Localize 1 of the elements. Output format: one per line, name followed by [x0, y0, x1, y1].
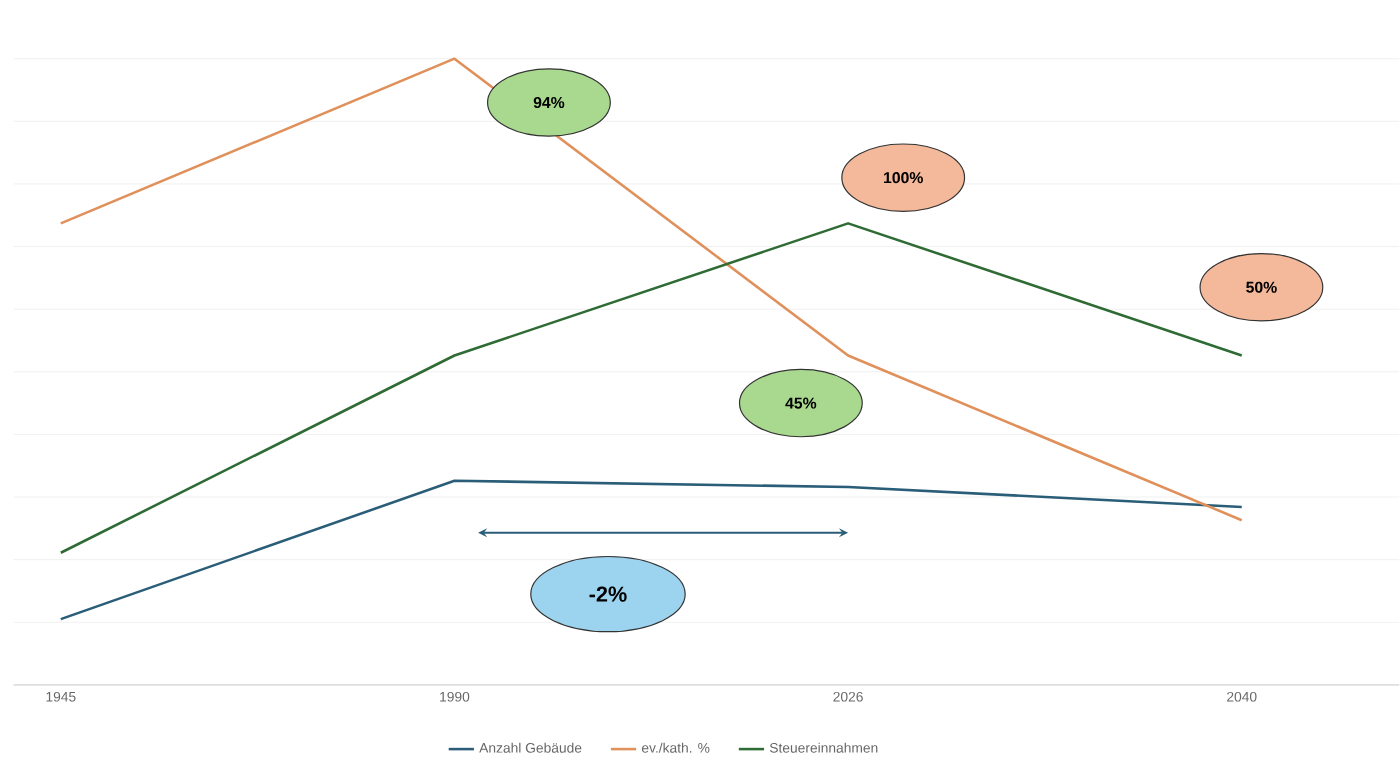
annotation: -2% [589, 586, 627, 602]
